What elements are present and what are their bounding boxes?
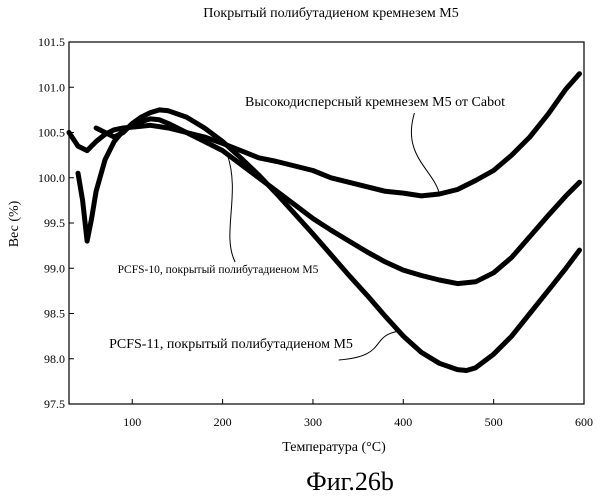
annotation-label-3: PCFS-11, покрытый полибутадиеном М5 [109, 337, 353, 352]
y-axis-title: Вес (%) [7, 200, 22, 247]
y-tick-label: 99.0 [44, 261, 65, 275]
y-tick-label: 98.5 [44, 307, 65, 321]
figure-label: Фиг.26b [306, 467, 394, 496]
chart-title: Покрытый полибутадиеном кремнезем М5 [203, 6, 458, 21]
annotation-leader-3 [338, 330, 399, 361]
x-tick-label: 500 [485, 415, 503, 429]
annotations: Высокодисперсный кремнезем М5 от Cabot PC… [109, 95, 505, 361]
y-tick-label: 99.5 [44, 216, 65, 230]
x-tick-label: 200 [214, 415, 232, 429]
series-noise-2 [77, 116, 580, 283]
y-tick-label: 97.5 [44, 397, 65, 411]
y-axis: 97.5 98.0 98.5 99.0 99.5 100.0 100.5 101.0 101.5 [38, 35, 74, 411]
y-tick-label: 101.5 [38, 35, 65, 49]
series-line-2 [75, 116, 582, 287]
annotation-label-2: PCFS-10, покрытый полибутадиеном М5 [118, 264, 319, 276]
annotation-label-1: Высокодисперсный кремнезем М5 от Cabot [245, 95, 505, 110]
series-line-3 [93, 107, 582, 373]
annotation-leader-1 [410, 112, 440, 195]
series-layer [66, 71, 582, 373]
series-line-1 [66, 71, 582, 199]
y-tick-label: 100.5 [38, 126, 65, 140]
y-tick-label: 98.0 [44, 352, 65, 366]
y-tick-label: 100.0 [38, 171, 65, 185]
annotation-leader-2 [226, 153, 236, 263]
series-noise-3 [95, 107, 580, 370]
x-tick-label: 400 [394, 415, 412, 429]
x-tick-label: 300 [304, 415, 322, 429]
x-tick-label: 600 [575, 415, 593, 429]
y-tick-label: 101.0 [38, 80, 65, 94]
x-axis-title: Температура (°C) [282, 440, 386, 455]
x-axis: 100 200 300 400 500 600 [123, 399, 593, 429]
x-tick-label: 100 [123, 415, 141, 429]
